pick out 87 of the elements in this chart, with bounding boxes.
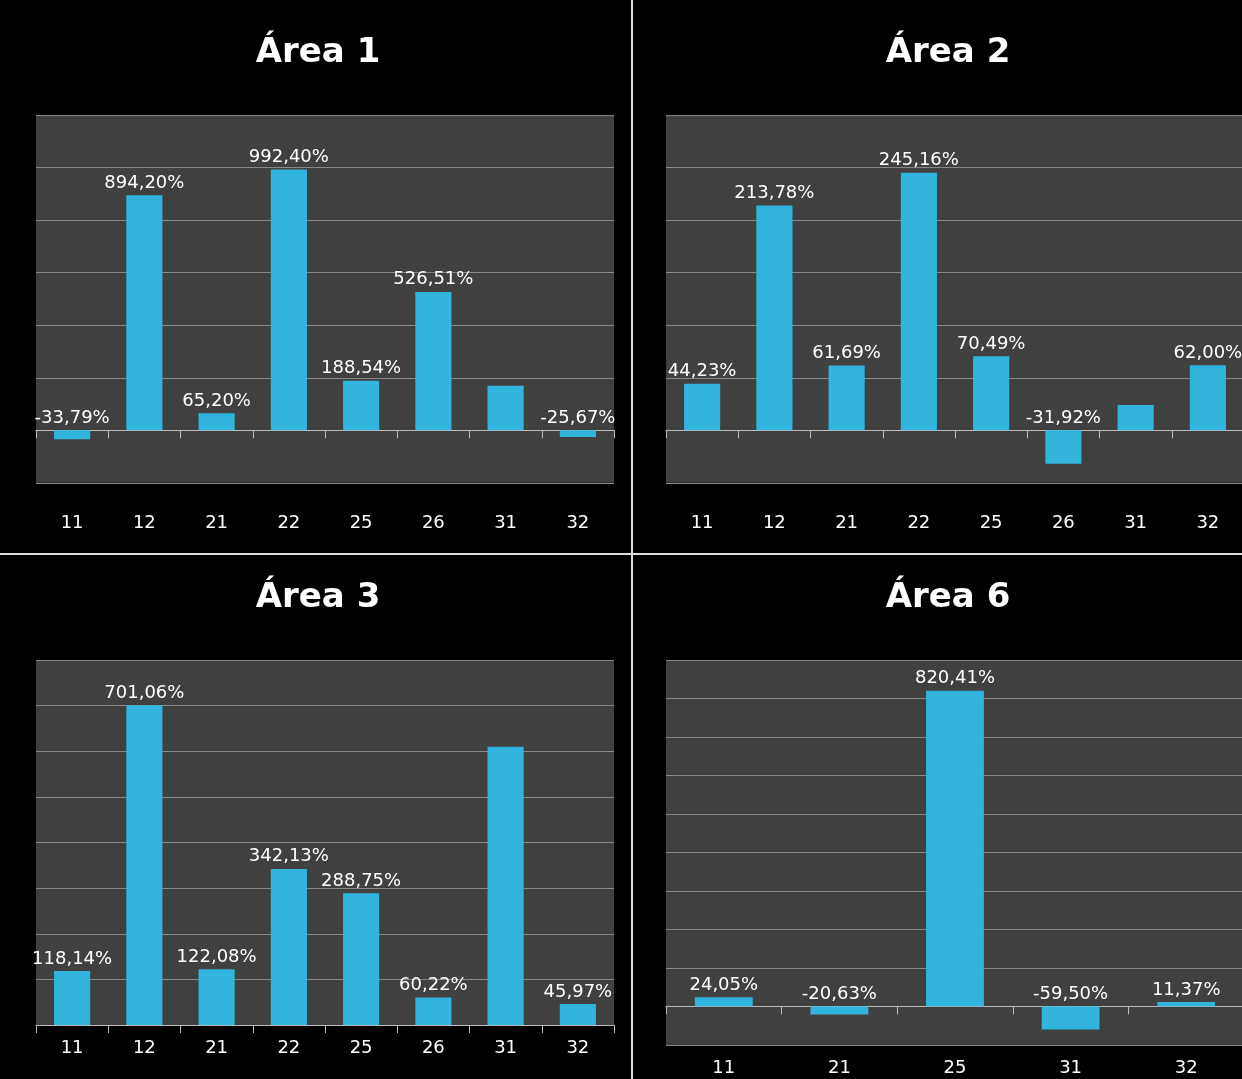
x-tick-label: 25 (979, 510, 1003, 532)
bar (198, 969, 235, 1025)
x-tick-label: 21 (835, 510, 859, 532)
x-tick-label: 32 (566, 510, 590, 532)
x-tick-label: 12 (762, 510, 786, 532)
x-tick-label: 31 (1124, 510, 1148, 532)
chart-title: Área 1 (255, 30, 381, 70)
x-tick-label: 25 (349, 1035, 373, 1057)
data-label: 45,97% (543, 979, 613, 1001)
x-tick-label: 32 (1174, 1055, 1198, 1077)
x-tick-label: 26 (1051, 510, 1075, 532)
bar (487, 746, 524, 1025)
x-tick-label: 22 (277, 510, 301, 532)
bar (1045, 430, 1082, 464)
bar (270, 868, 307, 1025)
data-label: -59,50% (1033, 982, 1109, 1003)
x-tick-label: 12 (132, 510, 156, 532)
bar (415, 997, 452, 1025)
x-tick-label: 32 (566, 1035, 590, 1057)
data-label: 24,05% (689, 972, 759, 994)
x-tick-label: 11 (690, 510, 714, 532)
data-label: 894,20% (104, 170, 185, 192)
chart-title: Área 6 (885, 575, 1011, 615)
chart-title: Área 3 (255, 575, 381, 615)
data-label: 188,54% (321, 356, 402, 378)
bar (828, 365, 865, 431)
bar (343, 893, 380, 1025)
bar (487, 385, 524, 431)
x-tick-label: 22 (907, 510, 931, 532)
bar (559, 1004, 596, 1025)
x-tick-label: 31 (494, 510, 518, 532)
data-label: -33,79% (34, 405, 110, 427)
data-label: -20,63% (801, 982, 877, 1003)
data-label: 245,16% (878, 148, 959, 170)
x-tick-label: 21 (827, 1055, 851, 1077)
data-label: 288,75% (321, 868, 402, 890)
data-label: 70,49% (956, 331, 1026, 353)
bar (270, 169, 307, 431)
data-label: 122,08% (176, 944, 257, 966)
bar (1157, 1002, 1216, 1007)
data-label: 820,41% (914, 666, 996, 688)
chart-title: Área 2 (885, 30, 1011, 70)
data-label: -25,67% (540, 405, 616, 427)
x-tick-label: 25 (943, 1055, 967, 1077)
data-label: 992,40% (248, 145, 329, 167)
bar (126, 705, 163, 1025)
data-label: -31,92% (1025, 405, 1101, 427)
data-label: 44,23% (667, 359, 737, 381)
bar (926, 690, 984, 1007)
bar (1041, 1006, 1100, 1030)
bar (559, 430, 596, 438)
bar (1189, 365, 1226, 431)
data-label: 61,69% (812, 340, 881, 362)
data-label: 11,37% (1151, 977, 1221, 999)
x-tick-label: 26 (421, 1035, 445, 1057)
bar (684, 383, 721, 431)
x-tick-label: 31 (494, 1035, 518, 1057)
x-tick-label: 11 (60, 510, 84, 532)
x-tick-label: 32 (1196, 510, 1220, 532)
x-tick-label: 21 (205, 510, 229, 532)
bar (54, 430, 91, 440)
data-label: 213,78% (734, 181, 815, 203)
bar (973, 356, 1010, 431)
data-label: 60,22% (399, 973, 468, 995)
bar (900, 172, 937, 431)
bar (198, 413, 235, 431)
x-tick-label: 11 (60, 1035, 84, 1057)
bar (343, 380, 380, 431)
x-tick-label: 22 (277, 1035, 301, 1057)
data-label: 342,13% (248, 844, 329, 866)
data-label: 65,20% (182, 388, 251, 410)
x-tick-label: 11 (712, 1055, 736, 1077)
data-label: 62,00% (1173, 340, 1242, 362)
bar (415, 291, 452, 431)
data-label: 118,14% (32, 946, 113, 968)
bar (756, 205, 793, 431)
data-label: 526,51% (393, 267, 474, 289)
x-tick-label: 25 (349, 510, 373, 532)
data-label: 701,06% (104, 680, 185, 702)
bar (694, 997, 753, 1007)
x-tick-label: 26 (421, 510, 445, 532)
x-tick-label: 31 (1059, 1055, 1083, 1077)
bar (54, 971, 91, 1025)
bar (1117, 405, 1154, 431)
x-tick-label: 12 (132, 1035, 156, 1057)
x-tick-label: 21 (205, 1035, 229, 1057)
bar (126, 195, 163, 431)
